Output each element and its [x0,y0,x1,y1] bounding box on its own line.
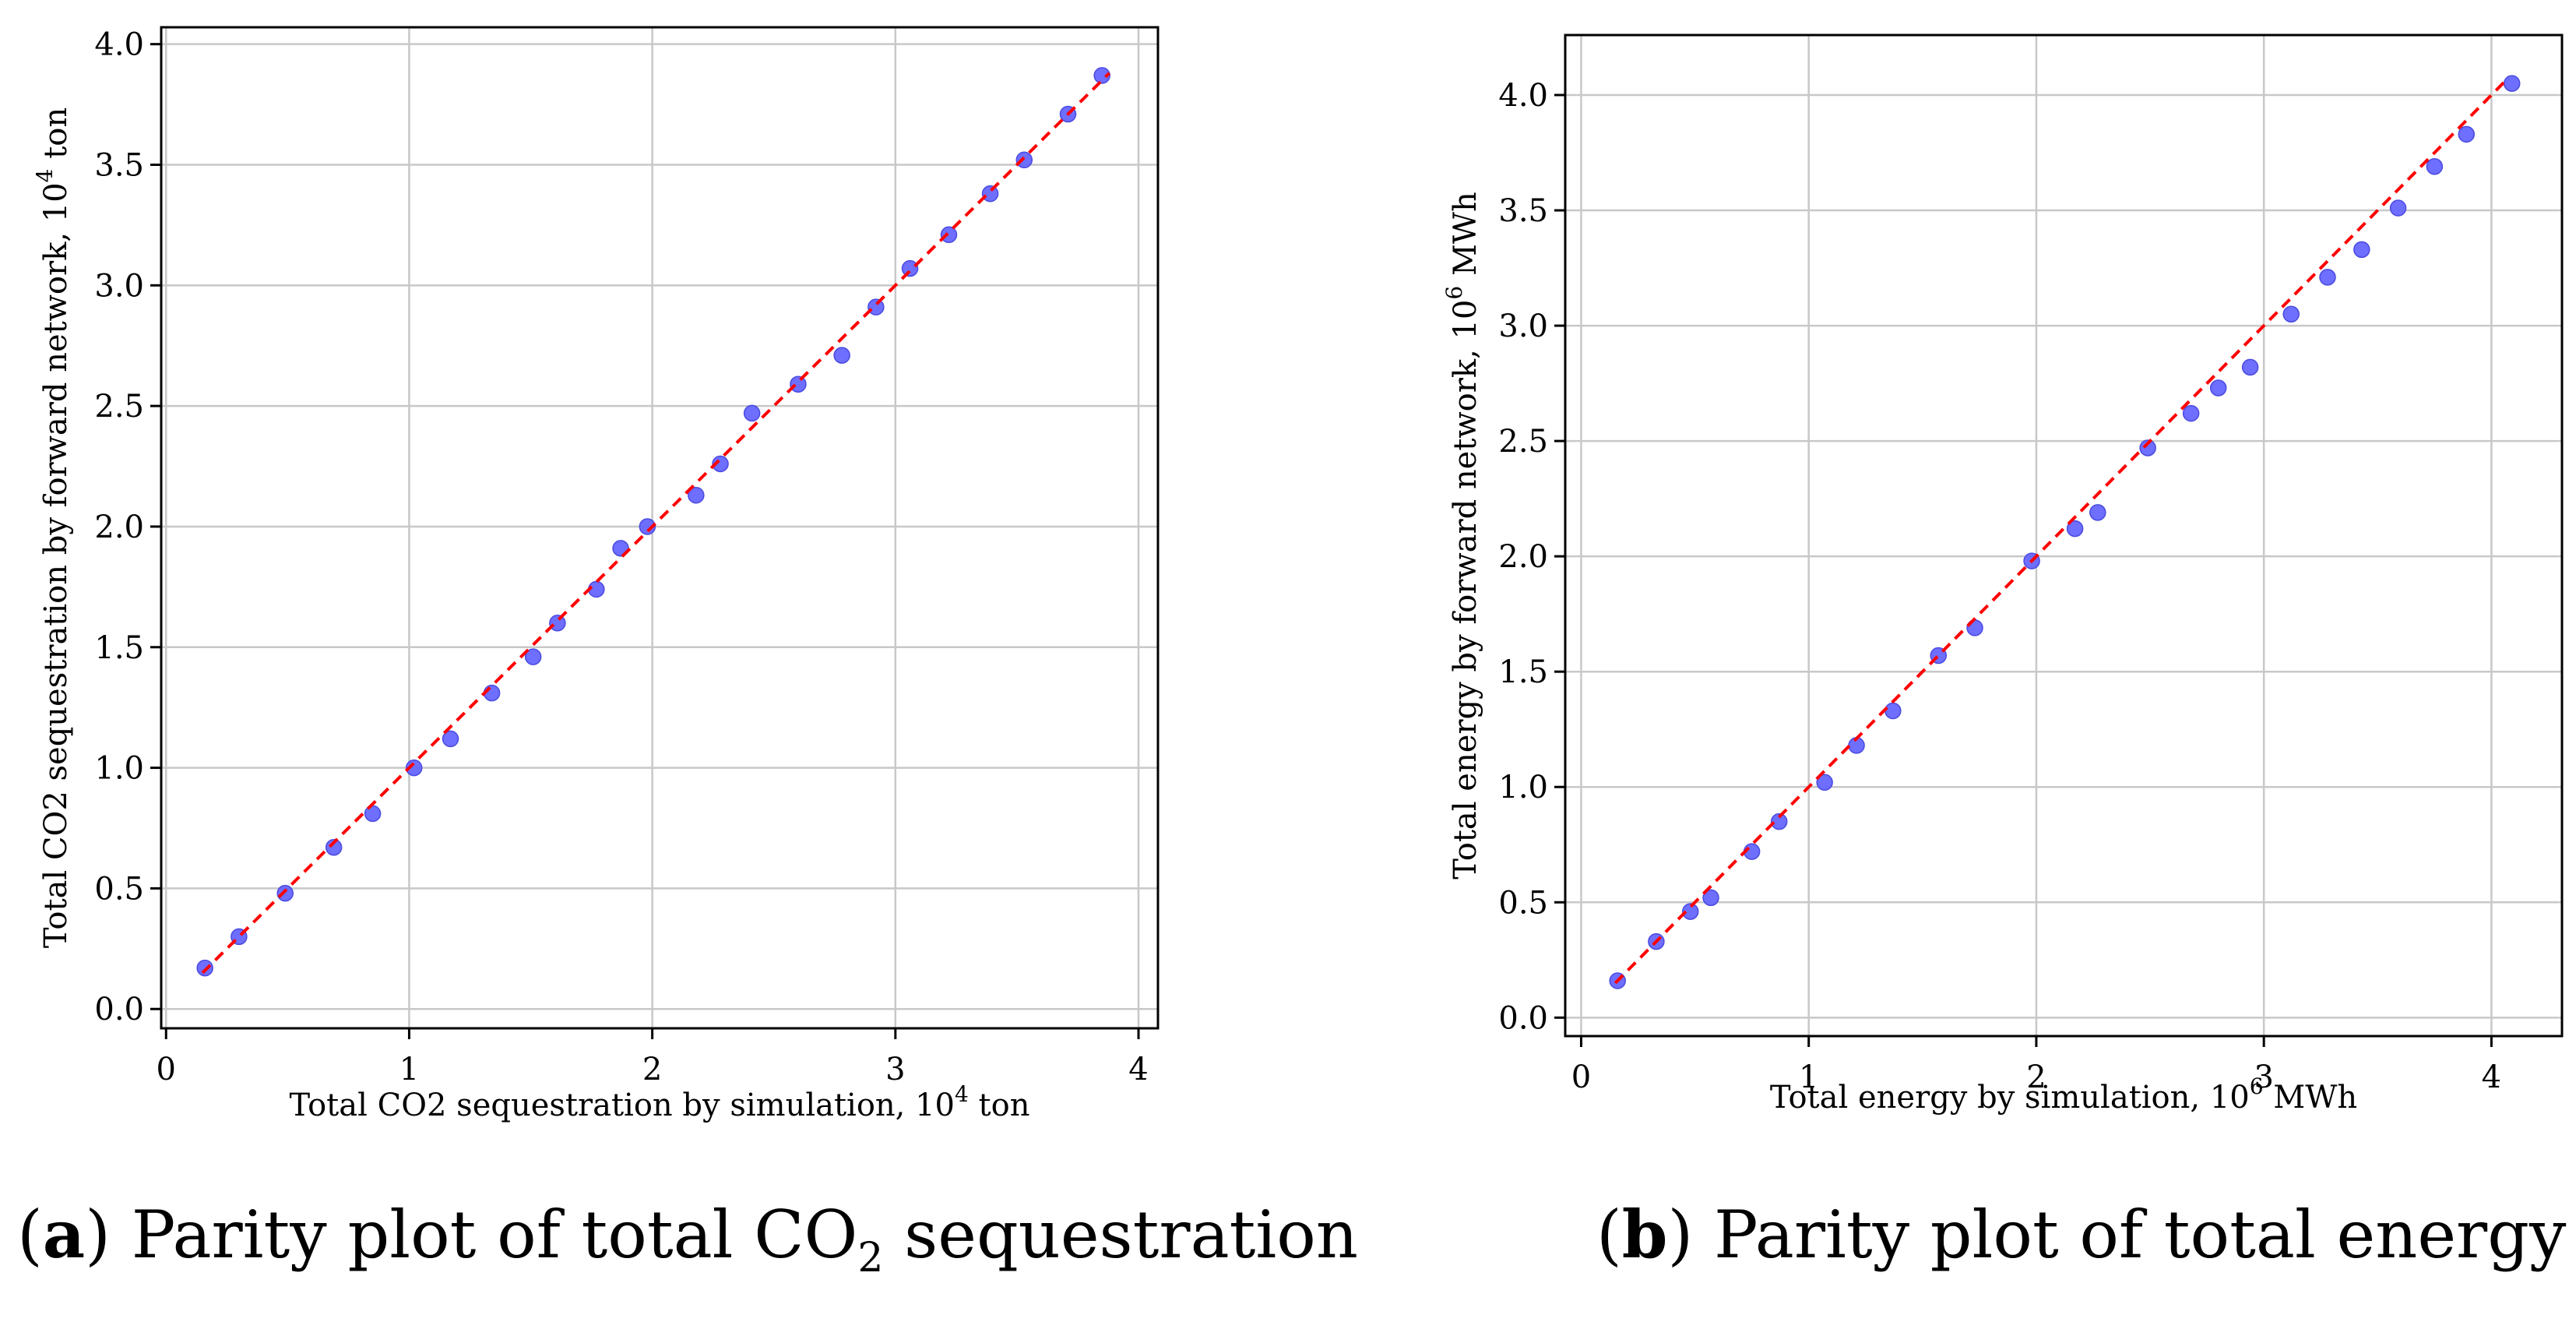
data-point [2089,504,2106,521]
y-tick-label: 2.5 [1498,424,1548,460]
chart-a: 0 1 2 3 4 0.0 0.5 1.0 1.5 2.0 2.5 3.0 3.5 4.0 Total CO… [32,26,1160,1123]
data-point [790,375,807,393]
data-point [833,347,850,364]
y-tick-label: 1.5 [1498,654,1548,690]
data-point [2182,404,2200,422]
x-tick-label: 4 [2482,1059,2501,1095]
data-point [639,518,656,535]
parity-line [1614,77,2509,985]
data-point [325,839,343,856]
y-tick-label: 3.0 [1498,308,1548,344]
data-point [2139,439,2156,456]
y-tick-label: 0.5 [94,871,144,907]
x-tick-label: 1 [1799,1059,1818,1095]
data-point [1770,813,1788,830]
data-point [688,486,705,504]
data-point [2458,125,2476,143]
data-point [1093,67,1110,84]
x-tick-label: 3 [885,1052,905,1087]
data-point [405,759,423,777]
x-tick-label: 0 [1571,1059,1591,1095]
data-point [2241,358,2259,376]
y-tick-label: 1.0 [94,751,144,787]
y-tick-label: 3.0 [94,268,144,304]
data-point [196,959,213,977]
data-point [867,298,885,315]
data-point [2319,269,2336,286]
x-tick-label: 4 [1128,1052,1148,1087]
y-axis-label: Total CO2 sequestration by forward netwo… [32,108,74,948]
parity-line [201,72,1110,975]
data-point [2426,158,2444,175]
x-tick-label: 1 [399,1052,419,1087]
chart-b: 0 1 2 3 4 0.0 0.5 1.0 1.5 2.0 2.5 3.0 3.5 4.0 Total en… [1441,33,2564,1116]
x-tick-label: 2 [642,1052,662,1087]
data-point [901,259,919,277]
caption-b: (b) Parity plot of total energy [1596,1196,2567,1273]
caption-a: (a) Parity plot of total CO2 sequestrati… [17,1196,1358,1281]
data-point [1884,702,1902,720]
data-point [1702,889,1719,907]
data-point [524,648,542,665]
y-tick-label: 4.0 [1498,78,1548,114]
data-point [2209,379,2227,397]
y-axis-label: Total energy by forward network, 106 MWh [1441,192,1483,880]
y-tick-label: 1.5 [94,630,144,666]
x-tick-label: 2 [2026,1059,2046,1095]
data-point [276,884,294,902]
y-tick-label: 2.0 [1498,539,1548,575]
data-point [743,404,761,422]
data-point [712,455,729,473]
data-point [549,615,566,632]
data-point [940,226,958,244]
x-axis-label: Total energy by simulation, 106 MWh [1770,1073,2357,1116]
y-tick-label: 3.5 [1498,193,1548,229]
y-tick-label: 2.5 [94,389,144,425]
data-point [2066,520,2084,538]
data-point [1015,151,1033,169]
x-tick-label: 0 [157,1052,176,1087]
data-point [2389,199,2407,217]
y-tick-label: 3.5 [94,147,144,183]
x-tick-label: 3 [2254,1059,2273,1095]
data-point [442,730,459,748]
y-tick-label: 0.0 [94,992,144,1028]
data-point [1816,774,1833,791]
data-point [2353,241,2370,259]
y-tick-label: 4.0 [94,27,144,63]
data-point [1681,903,1699,920]
y-tick-label: 1.0 [1498,770,1548,805]
data-point [2503,75,2521,92]
y-tick-label: 2.0 [94,509,144,545]
data-point [2282,305,2300,323]
plot-frame [160,26,1160,1030]
y-tick-label: 0.5 [1498,885,1548,921]
plot-frame [1564,33,2564,1038]
data-point [981,185,999,203]
x-axis-label: Total CO2 sequestration by simulation, 1… [290,1081,1030,1123]
y-tick-label: 0.0 [1498,1000,1548,1036]
